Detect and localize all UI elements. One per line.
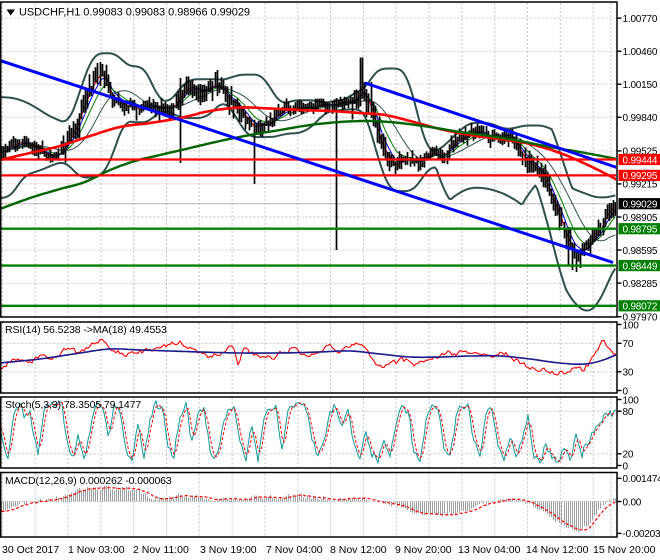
svg-text:100: 100 (623, 395, 640, 406)
svg-text:0.99525: 0.99525 (623, 147, 658, 158)
svg-text:0.00: 0.00 (623, 497, 642, 508)
svg-text:1.00460: 1.00460 (623, 47, 658, 58)
svg-text:1.00150: 1.00150 (623, 80, 658, 91)
svg-text:13 Nov 04:00: 13 Nov 04:00 (458, 544, 521, 556)
svg-text:0.98595: 0.98595 (623, 246, 658, 257)
svg-text:0.98072: 0.98072 (623, 302, 658, 313)
svg-text:0.97970: 0.97970 (623, 313, 658, 324)
svg-text:0.99029: 0.99029 (623, 200, 658, 211)
svg-text:1 Nov 03:00: 1 Nov 03:00 (68, 544, 125, 556)
svg-text:0: 0 (623, 386, 629, 397)
svg-text:8 Nov 12:00: 8 Nov 12:00 (330, 544, 387, 556)
svg-text:0.98795: 0.98795 (623, 225, 658, 236)
svg-text:0.99215: 0.99215 (623, 180, 658, 191)
svg-text:9 Nov 20:00: 9 Nov 20:00 (395, 544, 452, 556)
svg-text:30 Oct 2017: 30 Oct 2017 (2, 544, 59, 556)
svg-text:14 Nov 12:00: 14 Nov 12:00 (526, 544, 589, 556)
svg-text:0: 0 (623, 461, 629, 472)
svg-text:0.98449: 0.98449 (623, 261, 658, 272)
svg-text:0.98905: 0.98905 (623, 213, 658, 224)
svg-text:1.00770: 1.00770 (623, 14, 658, 25)
svg-text:2 Nov 11:00: 2 Nov 11:00 (133, 544, 189, 556)
svg-text:Stoch(5,3,3) 78.3505 79.1477: Stoch(5,3,3) 78.3505 79.1477 (5, 399, 141, 411)
svg-text:15 Nov 20:00: 15 Nov 20:00 (593, 544, 656, 556)
svg-text:100: 100 (623, 320, 640, 331)
svg-text:20: 20 (623, 450, 634, 461)
svg-text:0.99444: 0.99444 (623, 155, 658, 166)
svg-text:MACD(12,26,9) 0.000262 -0.0000: MACD(12,26,9) 0.000262 -0.000063 (5, 475, 172, 487)
svg-text:RSI(14) 56.5238 ->MA(18) 49.4: RSI(14) 56.5238 ->MA(18) 49.4553 (5, 324, 167, 336)
svg-text:30: 30 (623, 368, 634, 379)
svg-text:0.98285: 0.98285 (623, 279, 658, 290)
svg-text:0.99295: 0.99295 (623, 171, 658, 182)
svg-text:80: 80 (623, 407, 634, 418)
svg-text:0.001474: 0.001474 (623, 474, 660, 485)
svg-text:0.99840: 0.99840 (623, 113, 658, 124)
svg-text:70: 70 (623, 339, 634, 350)
svg-text:3 Nov 19:00: 3 Nov 19:00 (200, 544, 257, 556)
svg-text:-0.002032: -0.002032 (623, 529, 660, 540)
svg-text:7 Nov 04:00: 7 Nov 04:00 (266, 544, 323, 556)
svg-text:USDCHF,H1 0.99083 0.99083 0.9: USDCHF,H1 0.99083 0.99083 0.98966 0.9902… (19, 7, 250, 19)
